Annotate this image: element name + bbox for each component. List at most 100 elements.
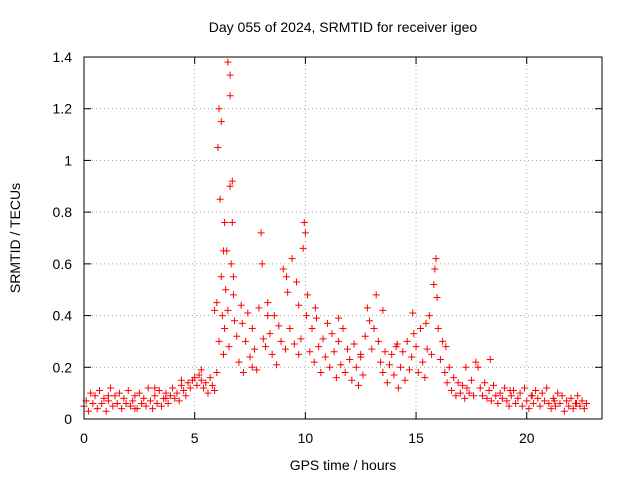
data-point (111, 392, 119, 400)
data-point (512, 399, 520, 407)
data-point (223, 247, 231, 255)
data-point (506, 387, 514, 395)
data-point (492, 392, 500, 400)
data-point (144, 384, 152, 392)
data-point (352, 363, 360, 371)
data-point (138, 399, 146, 407)
data-point (321, 353, 329, 361)
data-point (221, 218, 229, 226)
data-point (408, 353, 416, 361)
data-point (157, 402, 165, 410)
data-point (556, 399, 564, 407)
data-point (393, 340, 401, 348)
data-point (264, 299, 272, 307)
y-tick-label: 1.4 (53, 49, 73, 65)
data-point (149, 405, 157, 413)
data-point (337, 361, 345, 369)
data-point (135, 389, 143, 397)
data-point (197, 376, 205, 384)
data-point (452, 392, 460, 400)
data-point (328, 330, 336, 338)
data-point (171, 394, 179, 402)
data-point (560, 407, 568, 415)
data-point (346, 356, 354, 364)
data-point (490, 381, 498, 389)
data-point (341, 368, 349, 376)
data-point (204, 389, 212, 397)
data-point (573, 399, 581, 407)
data-point (273, 361, 281, 369)
data-point (534, 394, 542, 402)
data-point (246, 353, 254, 361)
data-point (231, 317, 239, 325)
data-point (324, 319, 332, 327)
data-point (118, 405, 126, 413)
data-point (465, 389, 473, 397)
data-point (421, 374, 429, 382)
data-point (335, 337, 343, 345)
data-point (151, 392, 159, 400)
data-point (422, 319, 430, 327)
data-point (523, 397, 531, 405)
data-point (543, 384, 551, 392)
data-point (529, 399, 537, 407)
data-point (218, 312, 226, 320)
data-point (200, 384, 208, 392)
data-point (498, 394, 506, 402)
data-point (175, 397, 183, 405)
data-point (339, 325, 347, 332)
data-point (153, 399, 161, 407)
data-point (213, 368, 221, 376)
data-point (213, 299, 221, 307)
data-point (297, 335, 305, 343)
data-point (146, 397, 154, 405)
data-point (211, 387, 219, 395)
data-point (184, 379, 192, 387)
data-point (518, 402, 526, 410)
data-point (224, 58, 232, 66)
data-point (474, 363, 482, 371)
data-point (227, 260, 235, 268)
data-point (433, 293, 441, 301)
x-tick-label: 20 (519, 430, 535, 446)
data-point (225, 343, 233, 351)
data-point (98, 399, 106, 407)
data-point (120, 394, 128, 402)
data-point (558, 392, 566, 400)
data-point (317, 368, 325, 376)
data-point (281, 345, 289, 353)
tick-labels: 0 5 10 15 20 0 0.2 0.4 0.6 0.8 1 1.2 1.4 (53, 49, 535, 446)
data-point (290, 340, 298, 348)
data-points (80, 58, 591, 415)
data-point (431, 265, 439, 273)
data-point (388, 350, 396, 358)
data-point (264, 312, 272, 320)
data-point (394, 384, 402, 392)
data-point (470, 392, 478, 400)
data-point (332, 374, 340, 382)
data-point (583, 399, 591, 407)
data-point (208, 381, 216, 389)
data-point (441, 368, 449, 376)
data-point (244, 309, 252, 317)
y-axis-label: SRMTID / TECUs (7, 183, 23, 293)
data-point (447, 387, 455, 395)
y-tick-label: 0.6 (53, 256, 73, 272)
data-point (197, 366, 205, 374)
data-point (95, 387, 103, 395)
x-tick-label: 15 (408, 430, 424, 446)
data-point (93, 405, 101, 413)
data-point (525, 405, 533, 413)
data-point (217, 118, 225, 126)
data-point (299, 244, 307, 252)
data-point (131, 392, 139, 400)
data-point (87, 389, 95, 397)
data-point (410, 330, 418, 338)
data-point (193, 381, 201, 389)
data-point (84, 407, 92, 415)
data-point (343, 345, 351, 353)
data-point (235, 358, 243, 366)
data-point (308, 325, 316, 332)
data-point (115, 389, 123, 397)
